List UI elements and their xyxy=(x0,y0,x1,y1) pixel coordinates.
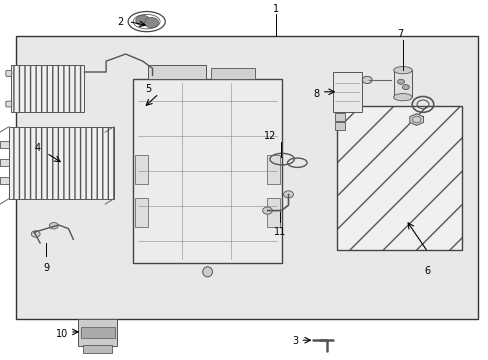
Ellipse shape xyxy=(31,231,40,237)
Bar xyxy=(334,113,344,121)
Bar xyxy=(0,159,9,166)
Text: 11: 11 xyxy=(273,227,285,237)
Bar xyxy=(334,122,344,130)
Ellipse shape xyxy=(144,17,158,28)
Text: 12: 12 xyxy=(264,131,276,141)
Ellipse shape xyxy=(262,207,272,214)
Bar xyxy=(211,68,255,79)
Bar xyxy=(337,106,461,250)
Text: 4: 4 xyxy=(34,143,41,153)
Bar xyxy=(135,155,147,184)
Bar xyxy=(133,79,282,263)
Bar xyxy=(83,345,112,353)
Bar xyxy=(0,177,9,184)
Bar xyxy=(332,72,361,112)
Bar xyxy=(0,141,9,148)
FancyBboxPatch shape xyxy=(6,101,12,107)
Text: 7: 7 xyxy=(396,29,402,39)
Bar xyxy=(267,155,279,184)
Bar xyxy=(11,65,84,112)
Ellipse shape xyxy=(402,85,408,90)
Bar xyxy=(16,36,477,319)
Text: 5: 5 xyxy=(145,84,151,94)
Ellipse shape xyxy=(397,79,404,84)
Polygon shape xyxy=(409,114,423,125)
Bar xyxy=(78,319,117,346)
Ellipse shape xyxy=(362,76,371,84)
Text: 9: 9 xyxy=(43,263,49,273)
Text: 6: 6 xyxy=(424,266,430,276)
Text: 2: 2 xyxy=(117,17,123,27)
Ellipse shape xyxy=(49,222,58,229)
Bar xyxy=(393,70,411,97)
Bar xyxy=(81,327,115,338)
Text: 10: 10 xyxy=(56,329,68,339)
Text: 8: 8 xyxy=(313,89,319,99)
Bar xyxy=(267,198,279,227)
Ellipse shape xyxy=(128,12,165,32)
Ellipse shape xyxy=(393,67,411,74)
Bar xyxy=(135,198,147,227)
Text: 3: 3 xyxy=(291,336,298,346)
Bar xyxy=(147,65,206,79)
Bar xyxy=(141,101,164,114)
Ellipse shape xyxy=(283,191,293,198)
Ellipse shape xyxy=(202,267,212,277)
Bar xyxy=(143,114,160,120)
Ellipse shape xyxy=(136,15,149,26)
Bar xyxy=(9,127,114,199)
Text: 1: 1 xyxy=(273,4,279,14)
Bar xyxy=(337,106,461,250)
Ellipse shape xyxy=(393,94,411,101)
FancyBboxPatch shape xyxy=(6,71,12,76)
